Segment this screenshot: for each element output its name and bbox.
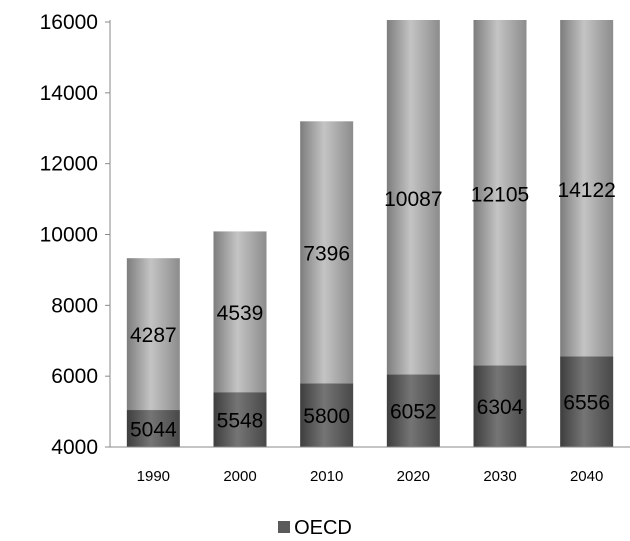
x-axis: 1990 2000 2010 2020 2030 2040: [110, 446, 630, 485]
data-label-series-2: 12105: [471, 184, 529, 207]
data-label-oecd: 5800: [303, 405, 350, 428]
y-tick-label: 6000: [51, 365, 98, 388]
y-tick-label: 14000: [40, 82, 98, 105]
legend-swatch-oecd: [278, 521, 291, 533]
y-tick-label: 8000: [51, 294, 98, 317]
bar-oecd: [386, 374, 440, 447]
bar-oecd: [300, 383, 354, 447]
bar-series-2: [126, 258, 180, 411]
data-label-oecd: 5044: [130, 419, 177, 442]
data-label-series-2: 10087: [384, 188, 442, 211]
bar-oecd: [560, 356, 614, 447]
y-tick-label: 10000: [40, 224, 98, 247]
bar-series-2: [386, 20, 440, 375]
data-label-series-2: 14122: [557, 179, 615, 202]
data-label-oecd: 6556: [563, 392, 610, 415]
y-tick-label: 4000: [51, 436, 98, 459]
stacked-bar-chart: 4000 6000 8000 10000 12000 14000 16000 5044 428…: [40, 11, 630, 485]
y-axis: 4000 6000 8000 10000 12000 14000 16000: [40, 11, 111, 459]
bar-oecd: [213, 392, 267, 447]
x-tick-label: 2000: [223, 468, 256, 485]
bar-series-2: [560, 20, 614, 357]
bar-oecd: [473, 365, 527, 447]
data-label-oecd: 6052: [390, 401, 437, 424]
data-label-series-2: 4539: [217, 302, 264, 325]
x-tick-label: 1990: [137, 468, 170, 485]
bar-series-2: [473, 20, 527, 366]
bar-series-2: [213, 231, 267, 393]
data-labels: 5044 4287 5548 4539 5800 7396 6052 10087 6304 121…: [130, 179, 616, 441]
legend: OECD: [0, 517, 630, 540]
bar-series-2: [300, 121, 354, 384]
bars: [126, 20, 614, 447]
data-label-oecd: 6304: [477, 396, 524, 419]
x-tick-label: 2020: [397, 468, 430, 485]
legend-label-oecd: OECD: [294, 517, 352, 539]
x-tick-label: 2010: [310, 468, 343, 485]
x-tick-label: 2030: [483, 468, 516, 485]
data-label-oecd: 5548: [217, 410, 264, 433]
data-label-series-2: 7396: [303, 242, 350, 265]
x-tick-label: 2040: [570, 468, 603, 485]
y-tick-label: 16000: [40, 11, 98, 34]
bar-oecd: [126, 410, 180, 447]
y-tick-label: 12000: [40, 153, 98, 176]
data-label-series-2: 4287: [130, 324, 177, 347]
